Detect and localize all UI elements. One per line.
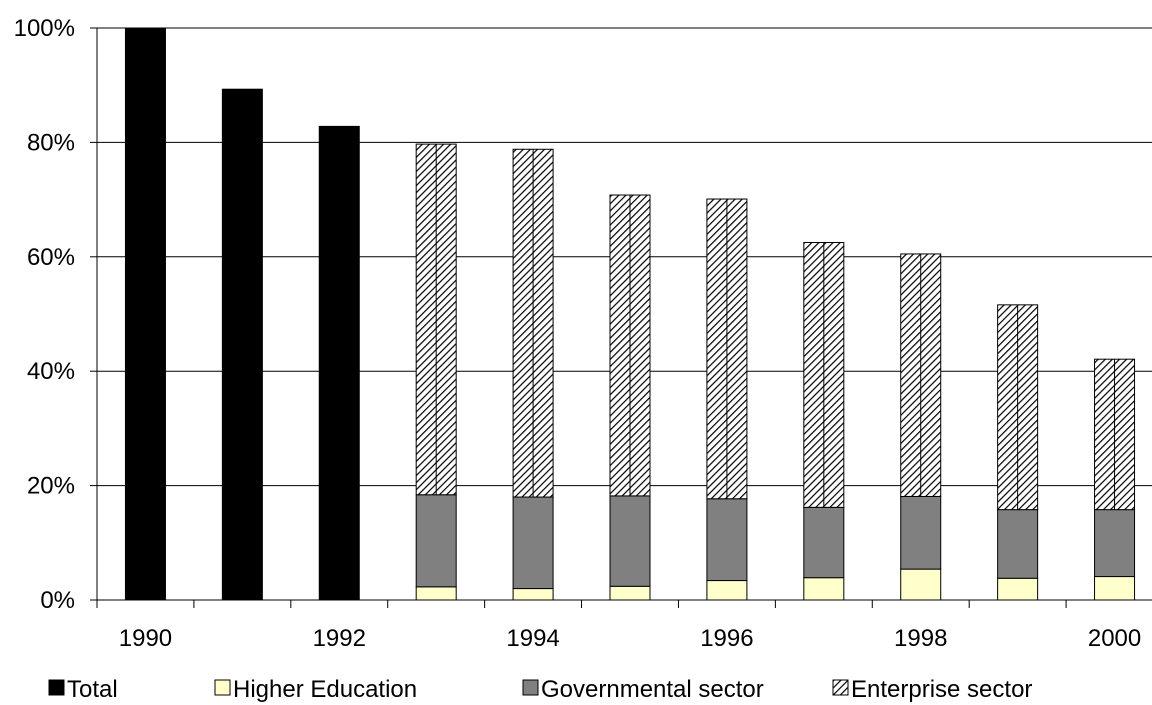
legend-label-total: Total: [67, 676, 118, 703]
legend-label-governmental-sector: Governmental sector: [541, 676, 764, 703]
legend-swatch-enterprise-sector: [832, 679, 849, 696]
legend-swatch-governmental-sector: [522, 679, 539, 696]
y-tick-label: 20%: [27, 473, 75, 500]
bar-higher-education: [900, 568, 942, 601]
x-tick-label: 1998: [894, 625, 947, 652]
bar-governmental-sector: [609, 495, 651, 587]
bar-governmental-sector: [997, 509, 1039, 579]
bars: [124, 27, 1136, 601]
y-tick-label: 80%: [27, 129, 75, 156]
bar-higher-education: [512, 588, 554, 601]
bar-total: [318, 125, 360, 601]
y-tick-label: 0%: [40, 587, 75, 614]
y-tick-label: 100%: [14, 15, 75, 42]
x-tick-label: 2000: [1088, 625, 1141, 652]
bar-higher-education: [1094, 576, 1136, 601]
y-tick-label: 40%: [27, 358, 75, 385]
bar-total: [124, 27, 166, 601]
legend-swatch-total: [48, 679, 65, 696]
legend-swatch-higher-education: [214, 679, 231, 696]
legend: Total Higher Education Governmental sector…: [48, 676, 1032, 703]
x-axis-ticks: 1990 1992 1994 1996 1998 2000: [96, 600, 1141, 652]
bar-higher-education: [415, 586, 457, 601]
bar-governmental-sector: [512, 496, 554, 590]
x-tick-label: 1990: [119, 625, 172, 652]
y-tick-label: 60%: [27, 244, 75, 271]
bar-governmental-sector: [1094, 509, 1136, 578]
legend-label-enterprise-sector: Enterprise sector: [851, 676, 1032, 703]
legend-label-higher-education: Higher Education: [233, 676, 417, 703]
axes: [96, 28, 1152, 601]
bar-higher-education: [706, 580, 748, 601]
x-tick-label: 1992: [313, 625, 366, 652]
bar-higher-education: [997, 577, 1039, 601]
bar-governmental-sector: [900, 495, 942, 570]
bar-governmental-sector: [803, 506, 845, 579]
x-tick-label: 1996: [700, 625, 753, 652]
x-tick-label: 1994: [506, 625, 559, 652]
bar-total: [221, 88, 263, 601]
bar-governmental-sector: [706, 498, 748, 582]
bar-governmental-sector: [415, 494, 457, 588]
bar-higher-education: [609, 585, 651, 601]
bar-higher-education: [803, 577, 845, 601]
y-axis-ticks: 0% 20% 40% 60% 80% 100%: [14, 15, 97, 614]
